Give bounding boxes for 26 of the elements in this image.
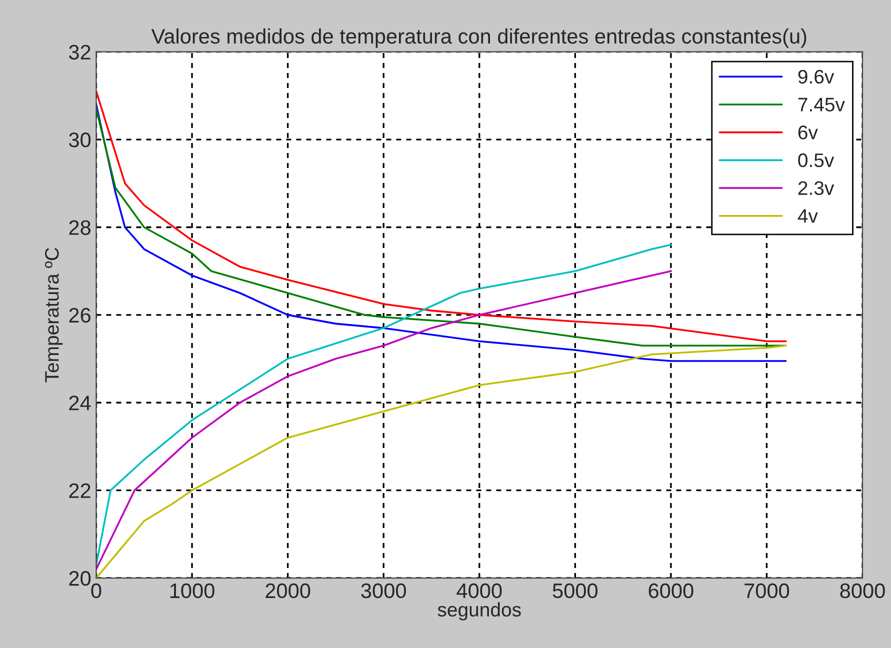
- y-tick-label: 30: [68, 132, 91, 148]
- x-tick-label: 6000: [648, 583, 694, 598]
- legend-label: 9.6v: [798, 70, 834, 84]
- legend-label: 7.45v: [798, 98, 845, 112]
- y-tick-label: 24: [69, 396, 91, 410]
- legend-label: 0.5v: [798, 153, 834, 168]
- y-axis-title: Temperatura ºC: [45, 248, 63, 382]
- x-tick-label: 7000: [744, 583, 790, 598]
- x-tick-label: 2000: [266, 583, 310, 598]
- chart-title: Valores medidos de temperatura con diferentes entredas constantes(u): [151, 28, 806, 48]
- line-series: [96, 344, 787, 578]
- x-tick-label: 0: [91, 583, 102, 598]
- x-tick-label: 8000: [840, 583, 885, 598]
- legend-label: 2.3v: [798, 181, 834, 196]
- legend-label: 4v: [798, 209, 818, 223]
- x-tick-label: 4000: [456, 583, 502, 598]
- x-tick-label: 5000: [552, 583, 598, 598]
- y-tick-label: 22: [69, 483, 90, 498]
- y-tick-label: 28: [69, 220, 90, 235]
- x-axis-title: segundos: [438, 602, 521, 620]
- legend-label: 6v: [798, 126, 818, 140]
- y-tick-label: 26: [69, 308, 90, 323]
- x-tick-label: 3000: [361, 583, 406, 598]
- y-tick-label: 20: [69, 571, 91, 586]
- x-tick-label: 1000: [170, 583, 214, 598]
- y-tick-label: 32: [68, 44, 90, 60]
